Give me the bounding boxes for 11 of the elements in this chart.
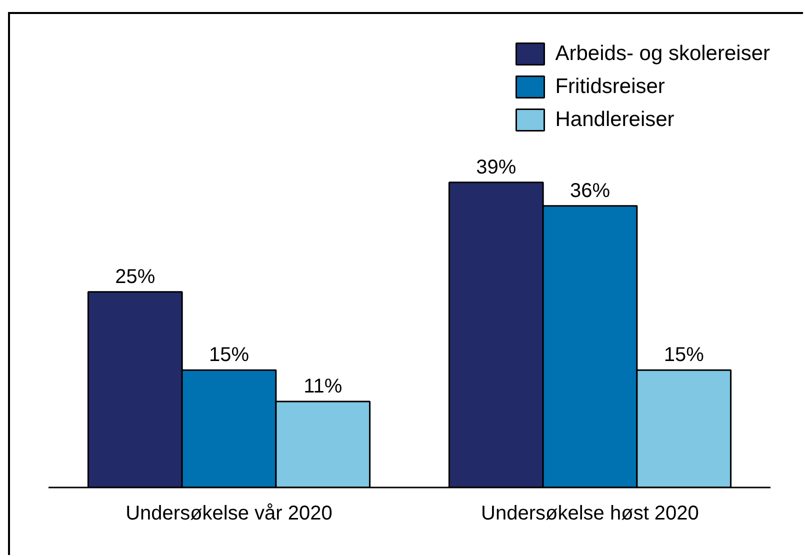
data-label: 39%	[476, 156, 516, 178]
data-label: 25%	[115, 266, 156, 288]
legend-label: Arbeids- og skolereiser	[555, 42, 770, 66]
legend-label: Handlereiser	[555, 108, 674, 132]
x-tick-label: Undersøkelse vår 2020	[126, 502, 332, 524]
data-label: 15%	[664, 344, 704, 366]
x-tick-label: Undersøkelse høst 2020	[481, 502, 699, 524]
data-label: 15%	[208, 344, 250, 366]
legend-label: Fritidsreiser	[555, 74, 665, 98]
data-label: 11%	[304, 375, 342, 398]
data-label: 36%	[570, 180, 610, 202]
